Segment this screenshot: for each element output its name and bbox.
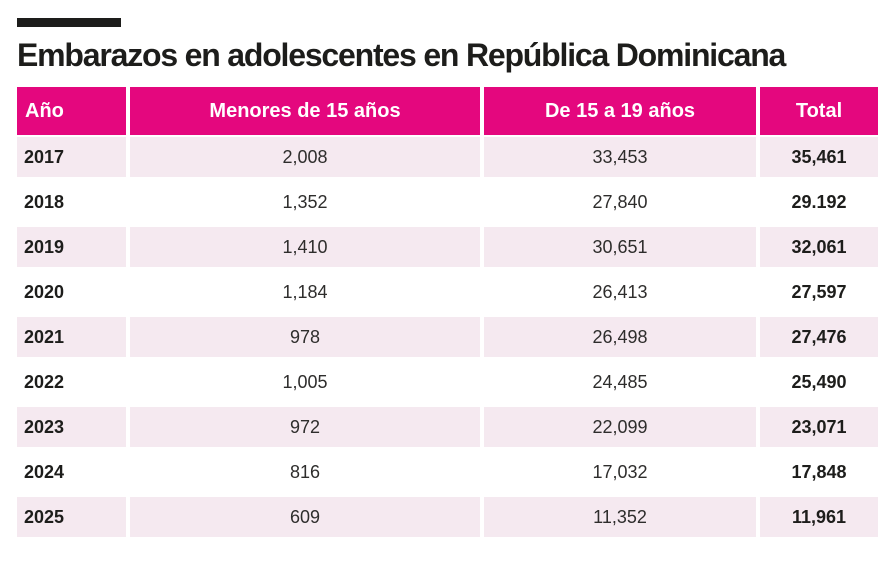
header-row: Año Menores de 15 años De 15 a 19 años T… [17,87,878,137]
year-cell: 2024 [17,452,126,497]
table-row: 2020 1,184 26,413 27,597 [17,272,878,317]
table-row: 2022 1,005 24,485 25,490 [17,362,878,407]
total-cell: 17,848 [756,452,878,497]
table-row: 2019 1,410 30,651 32,061 [17,227,878,272]
table-row: 2023 972 22,099 23,071 [17,407,878,452]
year-cell: 2022 [17,362,126,407]
year-cell: 2019 [17,227,126,272]
total-cell: 32,061 [756,227,878,272]
table-row: 2024 816 17,032 17,848 [17,452,878,497]
under15-cell: 1,410 [126,227,480,272]
age15to19-cell: 30,651 [480,227,756,272]
total-cell: 29.192 [756,182,878,227]
under15-cell: 816 [126,452,480,497]
total-cell: 11,961 [756,497,878,542]
age15to19-cell: 11,352 [480,497,756,542]
table-row: 2017 2,008 33,453 35,461 [17,137,878,182]
under15-cell: 1,352 [126,182,480,227]
total-cell: 23,071 [756,407,878,452]
total-cell: 25,490 [756,362,878,407]
total-cell: 27,476 [756,317,878,362]
age15to19-cell: 17,032 [480,452,756,497]
year-cell: 2025 [17,497,126,542]
column-header-total: Total [756,87,878,137]
table-header: Año Menores de 15 años De 15 a 19 años T… [17,87,878,137]
age15to19-cell: 26,413 [480,272,756,317]
page: Embarazos en adolescentes en República D… [0,18,895,542]
under15-cell: 1,184 [126,272,480,317]
under15-cell: 972 [126,407,480,452]
page-title: Embarazos en adolescentes en República D… [17,37,786,73]
age15to19-cell: 24,485 [480,362,756,407]
column-header-15to19: De 15 a 19 años [480,87,756,137]
age15to19-cell: 22,099 [480,407,756,452]
under15-cell: 978 [126,317,480,362]
pregnancy-data-table: Año Menores de 15 años De 15 a 19 años T… [17,87,878,542]
under15-cell: 1,005 [126,362,480,407]
year-cell: 2018 [17,182,126,227]
under15-cell: 609 [126,497,480,542]
year-cell: 2021 [17,317,126,362]
total-cell: 35,461 [756,137,878,182]
table-row: 2025 609 11,352 11,961 [17,497,878,542]
table-row: 2018 1,352 27,840 29.192 [17,182,878,227]
year-cell: 2017 [17,137,126,182]
kicker-bar [17,18,121,27]
year-cell: 2023 [17,407,126,452]
age15to19-cell: 33,453 [480,137,756,182]
table-body: 2017 2,008 33,453 35,461 2018 1,352 27,840 29.1… [17,137,878,542]
column-header-under15: Menores de 15 años [126,87,480,137]
under15-cell: 2,008 [126,137,480,182]
table-row: 2021 978 26,498 27,476 [17,317,878,362]
total-cell: 27,597 [756,272,878,317]
age15to19-cell: 26,498 [480,317,756,362]
age15to19-cell: 27,840 [480,182,756,227]
year-cell: 2020 [17,272,126,317]
column-header-year: Año [17,87,126,137]
